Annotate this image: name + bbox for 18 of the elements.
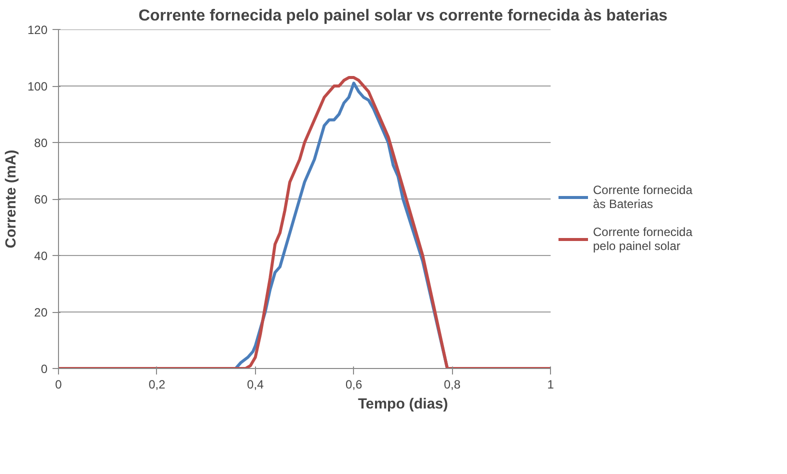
y-tick-label: 80 — [34, 136, 48, 150]
legend-label: Corrente fornecida às Baterias — [593, 183, 694, 211]
chart-title: Corrente fornecida pelo painel solar vs corrente fornecida às baterias — [138, 8, 668, 24]
x-tick-label: 0,2 — [148, 378, 166, 392]
y-tick-label: 40 — [34, 249, 48, 263]
x-tick-label: 0,6 — [345, 378, 362, 392]
y-tick-label: 120 — [27, 23, 48, 37]
x-tick-label: 0,4 — [247, 378, 264, 392]
legend-label: Corrente fornecida pelo painel solar — [593, 225, 694, 253]
x-tick-label: 1 — [547, 378, 554, 392]
y-tick-label: 20 — [34, 306, 48, 320]
y-tick-label: 100 — [27, 80, 48, 94]
x-tick-label: 0 — [55, 378, 62, 392]
x-axis-title: Tempo (dias) — [358, 396, 448, 412]
y-tick-label: 60 — [34, 192, 48, 206]
y-axis-title: Corrente (mA) — [3, 150, 20, 248]
y-tick-label: 0 — [40, 362, 48, 376]
x-tick-label: 0,8 — [444, 378, 461, 392]
